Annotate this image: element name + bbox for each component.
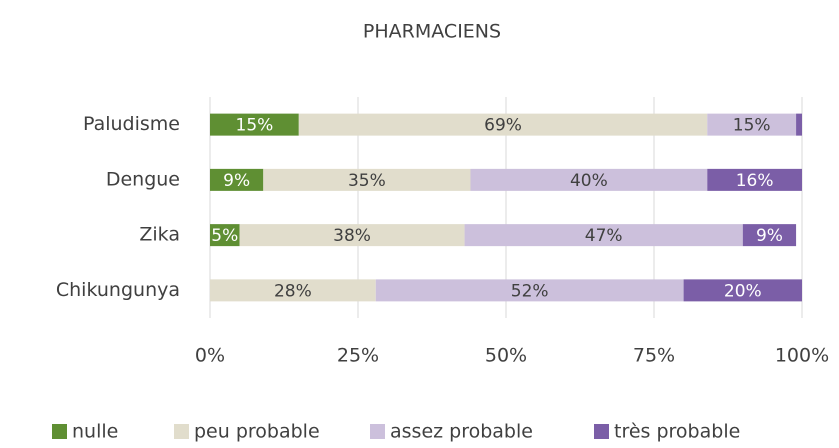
x-tick-label: 25% — [337, 345, 379, 367]
legend-label: assez probable — [390, 421, 533, 443]
bar-segment — [375, 279, 684, 302]
bar-segment — [707, 113, 797, 136]
y-tick-label: Dengue — [106, 168, 180, 190]
chart-title: PHARMACIENS — [363, 21, 501, 43]
bar-segment — [263, 168, 471, 191]
bar-segment — [298, 113, 708, 136]
data-label: 28% — [274, 281, 312, 301]
legend-swatch — [52, 424, 67, 439]
legend-label: très probable — [614, 421, 740, 443]
data-label: 16% — [736, 171, 774, 191]
data-label: 47% — [585, 226, 623, 246]
legend-swatch — [370, 424, 385, 439]
bar-segment — [470, 168, 708, 191]
data-label: 9% — [223, 171, 250, 191]
data-label: 20% — [724, 281, 762, 301]
bar-segment — [210, 113, 299, 136]
x-tick-label: 75% — [633, 345, 675, 367]
bar-segment — [707, 168, 802, 191]
data-label: 9% — [756, 226, 783, 246]
bar-segment — [683, 279, 802, 302]
x-tick-label: 0% — [195, 345, 225, 367]
bar-segment — [210, 224, 240, 247]
bar-segment — [742, 224, 797, 247]
y-tick-label: Zika — [139, 224, 180, 246]
x-tick-label: 100% — [775, 345, 829, 367]
legend-label: peu probable — [194, 421, 320, 443]
y-tick-label: Chikungunya — [56, 279, 180, 301]
data-label: 52% — [511, 281, 549, 301]
bar-segment — [796, 113, 802, 136]
bar-segment — [464, 224, 743, 247]
data-label: 15% — [733, 116, 771, 136]
y-tick-label: Paludisme — [83, 113, 180, 135]
data-label: 38% — [333, 226, 371, 246]
legend-label: nulle — [72, 421, 118, 443]
bar-segment — [210, 168, 264, 191]
data-label: 15% — [236, 116, 274, 136]
x-tick-label: 50% — [485, 345, 527, 367]
bar-segment — [210, 279, 376, 302]
data-label: 40% — [570, 171, 608, 191]
data-label: 5% — [211, 226, 238, 246]
data-label: 35% — [348, 171, 386, 191]
legend-swatch — [174, 424, 189, 439]
legend-swatch — [594, 424, 609, 439]
bar-segment — [239, 224, 465, 247]
data-label: 69% — [484, 116, 522, 136]
